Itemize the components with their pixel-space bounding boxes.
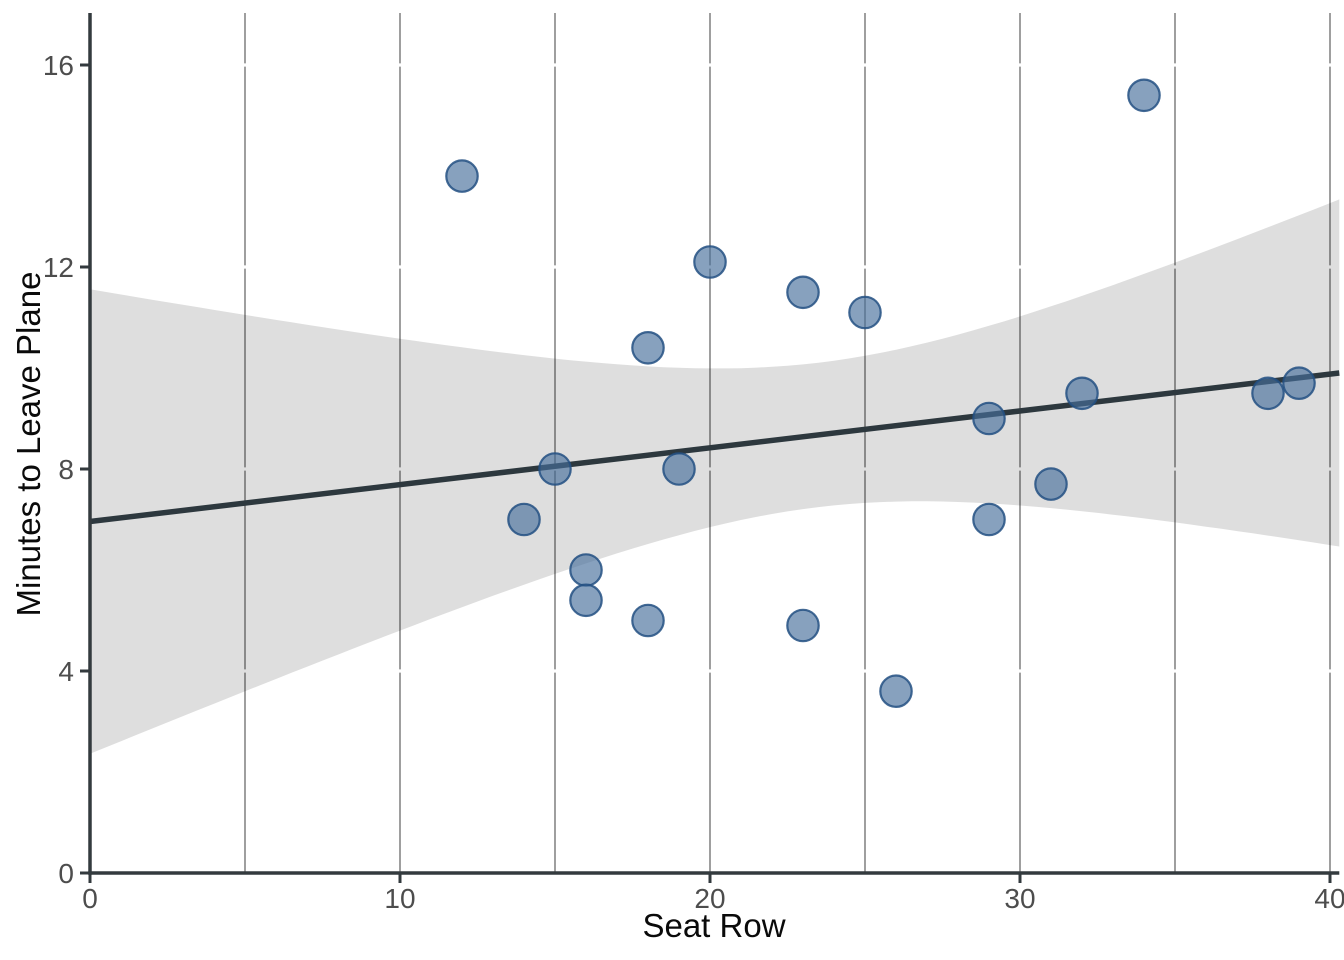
x-tick-label-10: 10 [384,883,415,914]
y-tick-label-0: 0 [58,858,74,889]
data-point [631,330,665,365]
y-tick-label-4: 4 [58,656,74,687]
tick-labels: 0 4 8 12 16 0 10 20 30 40 [43,50,1344,914]
data-point [445,159,479,193]
y-axis-title: Minutes to Leave Plane [10,272,47,617]
y-tick-label-12: 12 [43,252,74,283]
data-points [445,78,1316,708]
y-tick-label-16: 16 [43,50,74,81]
x-tick-label-20: 20 [694,883,725,914]
data-point [662,452,696,486]
x-tick-label-40: 40 [1314,883,1344,914]
data-point [786,275,820,310]
regression-line [89,370,1340,525]
data-point [631,603,665,638]
data-point [879,674,913,708]
data-point [1127,78,1161,113]
confidence-band [90,199,1340,754]
data-point [1034,467,1068,501]
data-point [972,401,1006,436]
data-point [538,452,572,486]
data-point [1251,376,1285,411]
vertical-gridlines [244,13,1331,872]
data-point [1065,376,1099,411]
data-point [848,295,882,330]
data-point [507,502,541,537]
axes [80,13,1340,883]
y-tick-label-8: 8 [58,454,74,485]
x-tick-label-0: 0 [82,883,98,914]
data-point [1282,366,1316,400]
x-axis-title: Seat Row [642,907,785,944]
x-tick-label-30: 30 [1004,883,1035,914]
data-point [972,502,1006,537]
data-point [786,608,820,643]
data-point [569,553,603,587]
data-point [569,583,603,618]
data-point [693,245,727,279]
horizontal-white-gridlines [90,63,1340,673]
